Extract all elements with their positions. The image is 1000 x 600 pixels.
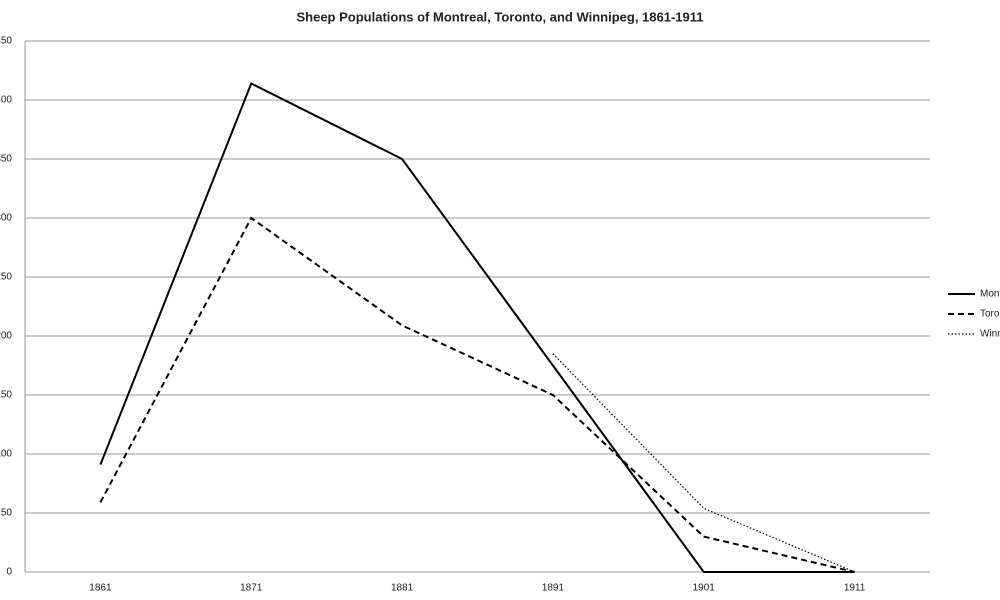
legend-label: Montreal xyxy=(980,289,1000,300)
series-line xyxy=(552,353,855,573)
y-tick-label: 300 xyxy=(0,213,12,224)
y-tick-label: 200 xyxy=(0,331,12,342)
y-tick-label: 250 xyxy=(0,272,12,283)
x-tick-label: 1861 xyxy=(89,583,112,594)
x-tick-label: 1871 xyxy=(240,583,263,594)
y-tick-label: 50 xyxy=(1,508,13,519)
legend-label: Toronto xyxy=(980,309,1000,320)
y-tick-label: 100 xyxy=(0,449,12,460)
y-tick-label: 0 xyxy=(6,567,12,578)
x-tick-label: 1881 xyxy=(391,583,414,594)
series-line xyxy=(99,216,855,573)
series-line xyxy=(99,82,855,573)
legend-label: Winnipeg xyxy=(980,329,1000,340)
x-tick-label: 1891 xyxy=(542,583,565,594)
y-tick-label: 400 xyxy=(0,95,12,106)
y-tick-label: 350 xyxy=(0,154,12,165)
y-tick-label: 450 xyxy=(0,36,12,47)
chart-title: Sheep Populations of Montreal, Toronto, … xyxy=(296,9,703,24)
x-tick-label: 1901 xyxy=(693,583,716,594)
y-tick-label: 150 xyxy=(0,390,12,401)
x-tick-label: 1911 xyxy=(844,583,866,594)
